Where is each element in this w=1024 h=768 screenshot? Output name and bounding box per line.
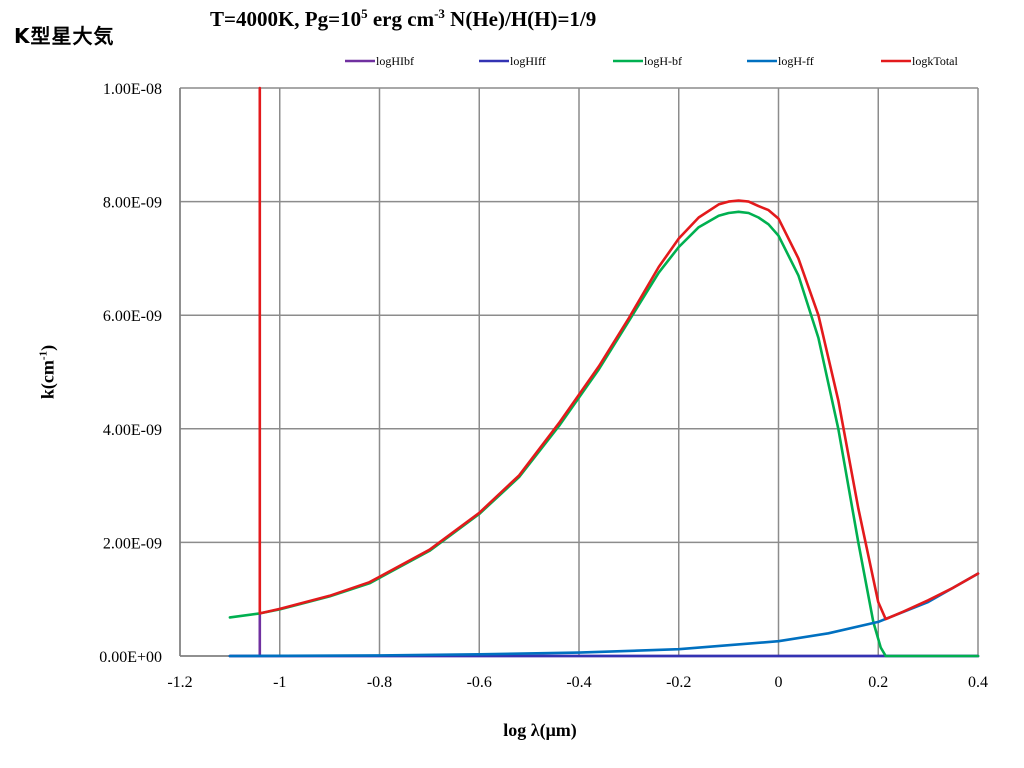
legend-entry: logkTotal — [912, 54, 958, 68]
y-tick-label: 1.00E-08 — [103, 81, 162, 98]
series-line-logHIbf — [228, 612, 980, 658]
y-axis-label: k(cm-1) — [37, 344, 58, 400]
legend-entry: logH-bf — [644, 54, 682, 68]
y-tick-label: 6.00E-09 — [103, 308, 162, 325]
series-line-logkTotal — [258, 86, 980, 621]
x-tick-label: -1 — [273, 674, 286, 691]
corner-label: K型星大気 — [14, 24, 115, 48]
x-tick-label: -0.6 — [467, 674, 492, 691]
x-tick-label: -0.2 — [666, 674, 691, 691]
chart-title: T=4000K, Pg=105 erg cm-3 N(He)/H(H)=1/9 — [210, 6, 597, 31]
x-tick-label: -1.2 — [167, 674, 192, 691]
y-tick-label: 0.00E+00 — [99, 649, 162, 666]
x-axis-label: log λ(μm) — [503, 720, 577, 740]
series-line-logH-bf — [228, 210, 980, 658]
y-tick-label: 4.00E-09 — [103, 422, 162, 439]
y-tick-label: 8.00E-09 — [103, 195, 162, 212]
legend-entry: logHIbf — [376, 54, 414, 68]
x-tick-label: -0.8 — [367, 674, 392, 691]
legend-entry: logH-ff — [778, 54, 814, 68]
x-tick-label: 0.2 — [868, 674, 888, 691]
y-tick-label: 2.00E-09 — [103, 535, 162, 552]
legend-entry: logHIff — [510, 54, 546, 68]
x-tick-label: 0 — [775, 674, 783, 691]
x-tick-label: 0.4 — [968, 674, 988, 691]
x-tick-label: -0.4 — [566, 674, 591, 691]
